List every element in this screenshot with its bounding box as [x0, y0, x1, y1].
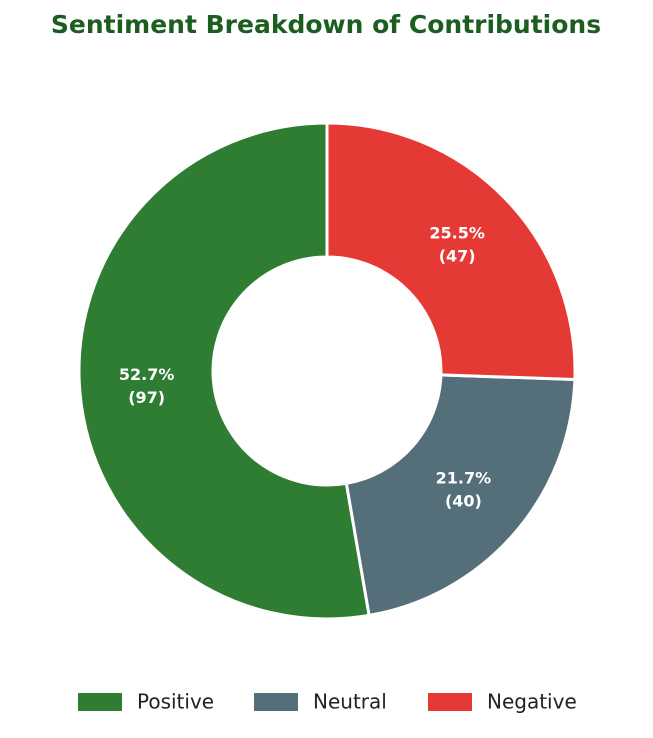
- legend-label: Neutral: [313, 690, 387, 714]
- donut-slice: [325, 121, 577, 382]
- slice-count-label: (47): [439, 247, 476, 266]
- legend-swatch: [428, 693, 472, 711]
- slice-count-label: (40): [445, 491, 482, 510]
- legend-swatch: [78, 693, 122, 711]
- legend-label: Negative: [487, 690, 577, 714]
- slice-percent-label: 25.5%: [429, 224, 485, 243]
- slice-percent-label: 21.7%: [436, 468, 492, 487]
- slice-count-label: (97): [128, 388, 165, 407]
- donut-slice: [77, 121, 371, 621]
- donut-slice: [344, 373, 577, 618]
- chart-title: Sentiment Breakdown of Contributions: [51, 10, 601, 39]
- legend-swatch: [254, 693, 298, 711]
- legend-label: Positive: [137, 690, 214, 714]
- slice-percent-label: 52.7%: [119, 365, 175, 384]
